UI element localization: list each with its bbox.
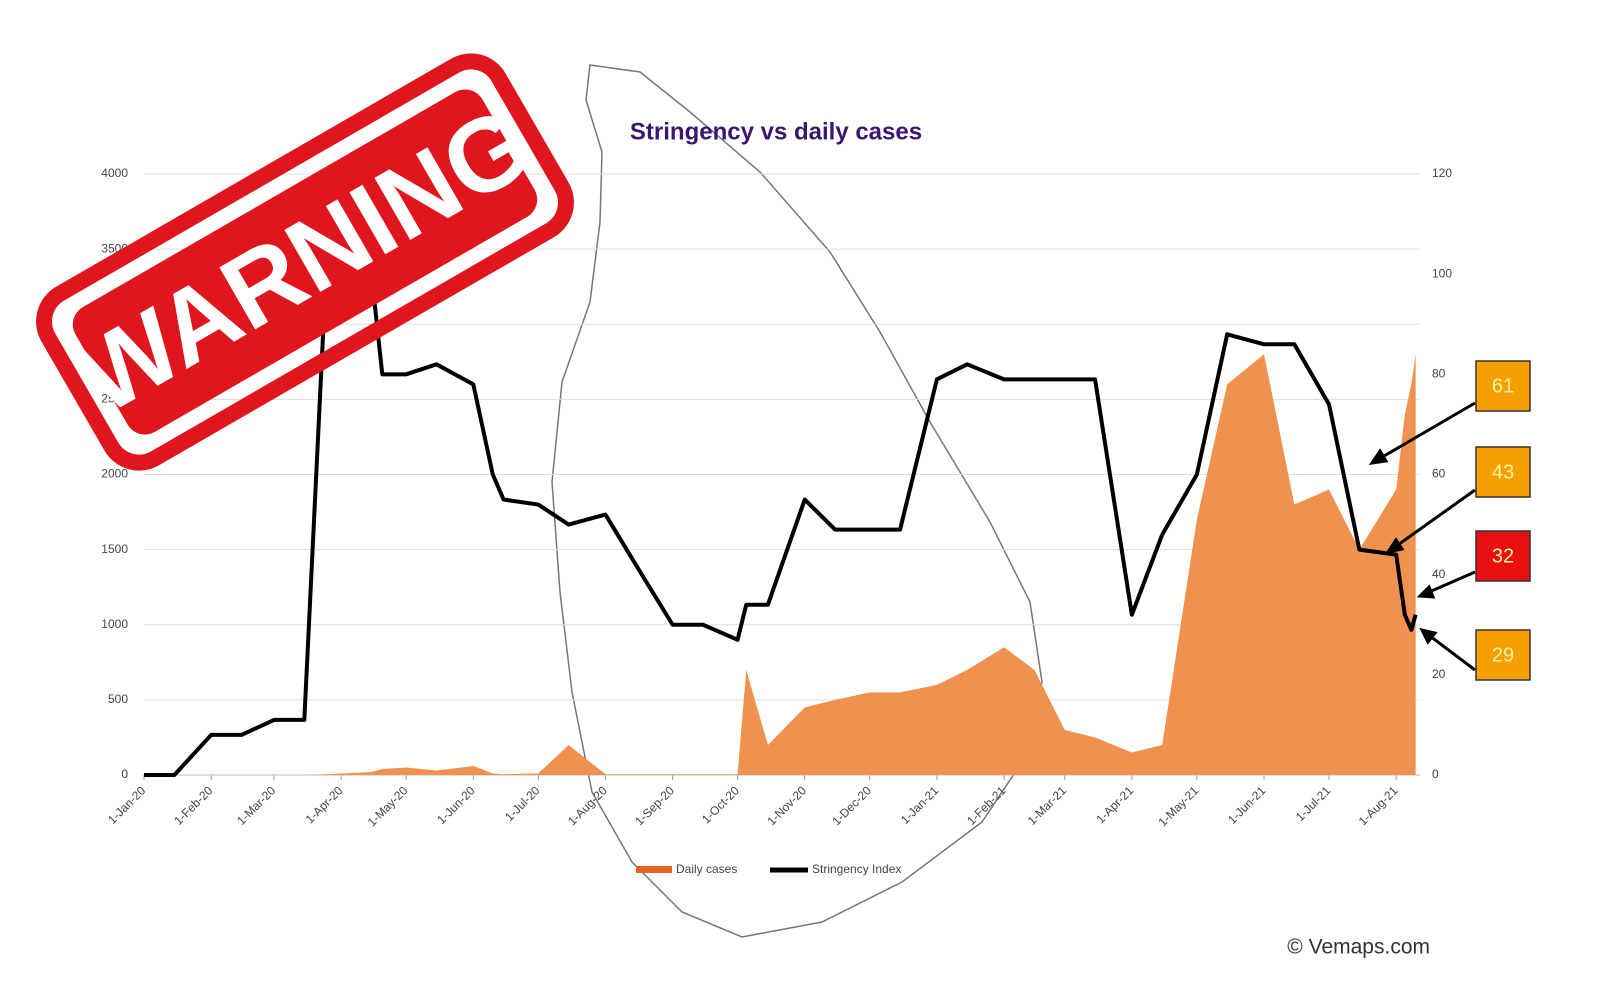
x-tick-label: 1-May-21 <box>1155 783 1201 829</box>
y2-tick-label: 0 <box>1432 767 1439 781</box>
y2-tick-label: 80 <box>1432 367 1446 381</box>
annotation-box <box>1475 530 1531 582</box>
y2-tick-label: 120 <box>1432 166 1452 180</box>
y-tick-label: 500 <box>108 692 128 706</box>
y-tick-label: 2000 <box>101 467 128 481</box>
map-outline <box>551 64 1043 938</box>
x-tick-label: 1-Feb-21 <box>964 783 1009 828</box>
y-tick-label: 0 <box>121 767 128 781</box>
legend: Daily cases Stringency Index <box>636 862 901 876</box>
x-tick-label: 1-Jan-21 <box>898 783 942 827</box>
y-tick-label: 1500 <box>101 542 128 556</box>
x-tick-label: 1-Oct-20 <box>699 783 742 826</box>
x-tick-label: 1-Apr-20 <box>303 783 346 826</box>
x-tick-label: 1-Jan-20 <box>105 783 149 827</box>
annotation-box <box>1475 629 1531 681</box>
y2-tick-label: 60 <box>1432 467 1446 481</box>
x-tick-label: 1-Mar-21 <box>1025 783 1070 828</box>
x-tick-label: 1-Nov-20 <box>764 783 809 828</box>
legend-swatch <box>636 866 672 873</box>
x-tick-label: 1-Apr-21 <box>1093 783 1136 826</box>
x-tick-label: 1-Aug-21 <box>1356 783 1401 828</box>
credit: © Vemaps.com <box>1287 936 1430 959</box>
legend-label: Stringency Index <box>812 862 901 876</box>
x-tick-label: 1-Jul-20 <box>502 783 543 824</box>
y2-tick-label: 100 <box>1432 266 1452 280</box>
annotation-text: 29 <box>1492 644 1514 666</box>
x-tick-label: 1-Mar-20 <box>234 783 279 828</box>
cases-area <box>144 354 1416 775</box>
x-tick-label: 1-Aug-20 <box>565 783 610 828</box>
warning-stamp: WARNING <box>36 53 574 471</box>
legend-label: Daily cases <box>676 862 737 876</box>
y-tick-label: 4000 <box>101 166 128 180</box>
y-tick-label: 1000 <box>101 617 128 631</box>
annotation-box <box>1475 360 1531 412</box>
x-tick-label: 1-Jun-20 <box>434 783 478 827</box>
x-tick-label: 1-Dec-20 <box>829 783 874 828</box>
annotation-box <box>1475 446 1531 498</box>
chart-title: Stringency vs daily cases <box>630 118 922 145</box>
annotation-arrows <box>1368 401 1476 672</box>
x-tick-label: 1-May-20 <box>365 783 411 829</box>
x-tick-label: 1-Sep-20 <box>632 783 677 828</box>
x-tick-label: 1-Jun-21 <box>1225 783 1269 827</box>
annotation-text: 61 <box>1492 375 1514 397</box>
annotation-text: 43 <box>1492 461 1514 483</box>
y2-tick-label: 20 <box>1432 667 1446 681</box>
x-tick-label: 1-Jul-21 <box>1293 783 1334 824</box>
y2-tick-label: 40 <box>1432 567 1446 581</box>
annotation-text: 32 <box>1492 545 1514 567</box>
x-tick-label: 1-Feb-20 <box>171 783 216 828</box>
